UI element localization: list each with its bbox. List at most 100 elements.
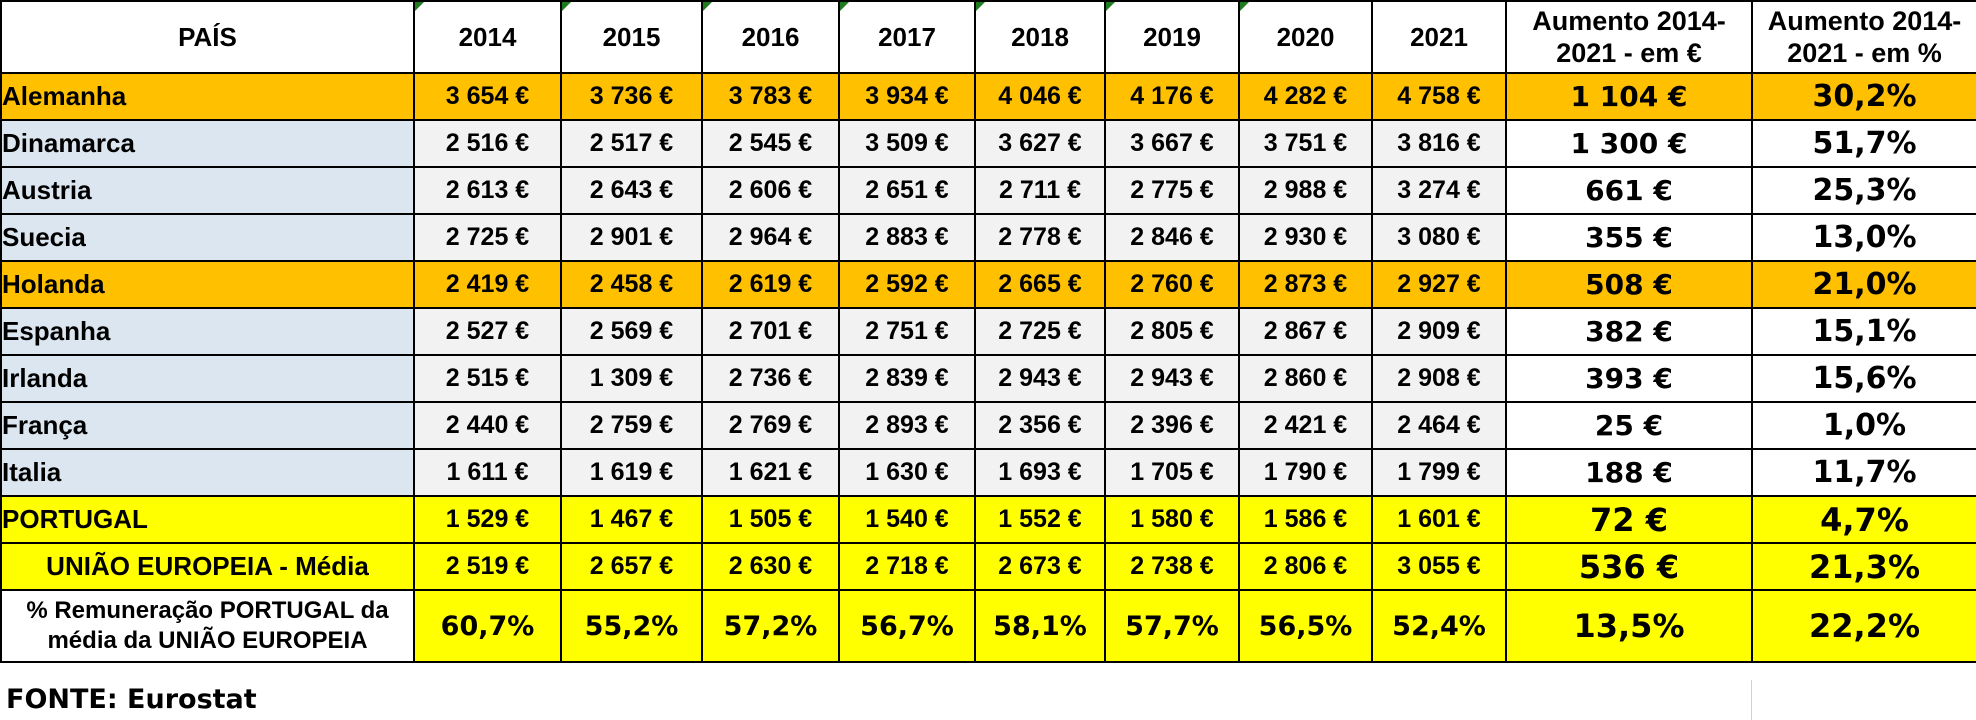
header-year: 2021: [1371, 0, 1507, 74]
wage-cell: 1 611 €: [413, 448, 562, 497]
wage-cell: 2 759 €: [560, 401, 703, 450]
wage-cell: 57,7%: [1104, 589, 1240, 663]
increase-pct-cell: 21,0%: [1751, 260, 1976, 309]
wage-cell: 58,1%: [974, 589, 1106, 663]
wage-cell: 2 711 €: [974, 166, 1106, 215]
wage-cell: 2 651 €: [838, 166, 976, 215]
table-row: França 2 440 €2 759 €2 769 €2 893 €2 356 …: [0, 401, 1976, 450]
wage-cell: 2 592 €: [838, 260, 976, 309]
wage-cell: 56,7%: [838, 589, 976, 663]
increase-eur-cell: 13,5%: [1505, 589, 1753, 663]
wage-cell: 3 783 €: [701, 72, 840, 121]
increase-pct-cell: 11,7%: [1751, 448, 1976, 497]
wage-cell: 2 943 €: [974, 354, 1106, 403]
wage-cell: 2 464 €: [1371, 401, 1507, 450]
table-row: Alemanha 3 654 €3 736 €3 783 €3 934 €4 04…: [0, 72, 1976, 121]
wage-cell: 3 816 €: [1371, 119, 1507, 168]
wage-cell: 2 725 €: [974, 307, 1106, 356]
increase-pct-cell: 30,2%: [1751, 72, 1976, 121]
wage-cell: 2 943 €: [1104, 354, 1240, 403]
wage-cell: 4 046 €: [974, 72, 1106, 121]
wage-cell: 3 080 €: [1371, 213, 1507, 262]
wage-cell: 2 806 €: [1238, 542, 1373, 591]
wage-cell: 2 613 €: [413, 166, 562, 215]
country-cell: Suecia: [0, 213, 415, 262]
wage-cell: 2 519 €: [413, 542, 562, 591]
wage-cell: 2 873 €: [1238, 260, 1373, 309]
wage-cell: 4 176 €: [1104, 72, 1240, 121]
increase-eur-cell: 1 104 €: [1505, 72, 1753, 121]
header-year: 2018: [974, 0, 1106, 74]
increase-pct-cell: 15,6%: [1751, 354, 1976, 403]
country-cell: Espanha: [0, 307, 415, 356]
increase-eur-cell: 393 €: [1505, 354, 1753, 403]
header-year: 2014: [413, 0, 562, 74]
wage-cell: 2 751 €: [838, 307, 976, 356]
wage-cell: 1 799 €: [1371, 448, 1507, 497]
table-row: Holanda 2 419 €2 458 €2 619 €2 592 €2 665…: [0, 260, 1976, 309]
wage-cell: 1 309 €: [560, 354, 703, 403]
table-row: PORTUGAL 1 529 €1 467 €1 505 €1 540 €1 55…: [0, 495, 1976, 544]
wage-cell: 2 606 €: [701, 166, 840, 215]
increase-eur-cell: 536 €: [1505, 542, 1753, 591]
wage-cell: 2 718 €: [838, 542, 976, 591]
wage-cell: 2 736 €: [701, 354, 840, 403]
wage-cell: 1 467 €: [560, 495, 703, 544]
wage-cell: 52,4%: [1371, 589, 1507, 663]
increase-pct-cell: 1,0%: [1751, 401, 1976, 450]
wage-cell: 3 627 €: [974, 119, 1106, 168]
wage-cell: 2 738 €: [1104, 542, 1240, 591]
wage-cell: 1 693 €: [974, 448, 1106, 497]
wage-cell: 2 867 €: [1238, 307, 1373, 356]
wage-cell: 2 846 €: [1104, 213, 1240, 262]
wage-comparison-table: PAÍS 2014 2015 2016 2017 2018 2019 2020 …: [0, 0, 1976, 663]
wage-cell: 2 701 €: [701, 307, 840, 356]
wage-cell: 3 654 €: [413, 72, 562, 121]
wage-cell: 2 839 €: [838, 354, 976, 403]
increase-pct-cell: 21,3%: [1751, 542, 1976, 591]
header-increase-pct: Aumento 2014-2021 - em %: [1751, 0, 1976, 74]
wage-cell: 1 540 €: [838, 495, 976, 544]
wage-cell: 2 545 €: [701, 119, 840, 168]
increase-eur-cell: 72 €: [1505, 495, 1753, 544]
wage-cell: 2 908 €: [1371, 354, 1507, 403]
table-row: Suecia 2 725 €2 901 €2 964 €2 883 €2 778 …: [0, 213, 1976, 262]
wage-cell: 2 515 €: [413, 354, 562, 403]
wage-cell: 3 934 €: [838, 72, 976, 121]
header-year: 2015: [560, 0, 703, 74]
header-country: PAÍS: [0, 0, 415, 74]
wage-cell: 2 930 €: [1238, 213, 1373, 262]
wage-cell: 2 769 €: [701, 401, 840, 450]
wage-cell: 4 758 €: [1371, 72, 1507, 121]
increase-eur-cell: 508 €: [1505, 260, 1753, 309]
table-row: Espanha 2 527 €2 569 €2 701 €2 751 €2 725…: [0, 307, 1976, 356]
wage-cell: 2 458 €: [560, 260, 703, 309]
wage-cell: 2 527 €: [413, 307, 562, 356]
wage-cell: 3 509 €: [838, 119, 976, 168]
header-year: 2016: [701, 0, 840, 74]
wage-cell: 3 667 €: [1104, 119, 1240, 168]
wage-cell: 56,5%: [1238, 589, 1373, 663]
wage-cell: 60,7%: [413, 589, 562, 663]
header-increase-eur: Aumento 2014-2021 - em €: [1505, 0, 1753, 74]
wage-cell: 1 621 €: [701, 448, 840, 497]
country-cell: Irlanda: [0, 354, 415, 403]
increase-pct-cell: 4,7%: [1751, 495, 1976, 544]
table-row: Italia 1 611 €1 619 €1 621 €1 630 €1 693 …: [0, 448, 1976, 497]
wage-cell: 2 440 €: [413, 401, 562, 450]
wage-cell: 2 805 €: [1104, 307, 1240, 356]
wage-cell: 1 790 €: [1238, 448, 1373, 497]
table-row: Dinamarca 2 516 €2 517 €2 545 €3 509 €3 6…: [0, 119, 1976, 168]
country-cell: Holanda: [0, 260, 415, 309]
increase-pct-cell: 15,1%: [1751, 307, 1976, 356]
wage-cell: 2 356 €: [974, 401, 1106, 450]
header-row: PAÍS 2014 2015 2016 2017 2018 2019 2020 …: [0, 0, 1976, 74]
wage-cell: 3 274 €: [1371, 166, 1507, 215]
wage-cell: 2 569 €: [560, 307, 703, 356]
wage-cell: 1 529 €: [413, 495, 562, 544]
increase-pct-cell: 13,0%: [1751, 213, 1976, 262]
table-row: % Remuneração PORTUGAL da média da UNIÃO…: [0, 589, 1976, 663]
header-year: 2019: [1104, 0, 1240, 74]
wage-cell: 1 601 €: [1371, 495, 1507, 544]
country-cell: % Remuneração PORTUGAL da média da UNIÃO…: [0, 589, 415, 663]
